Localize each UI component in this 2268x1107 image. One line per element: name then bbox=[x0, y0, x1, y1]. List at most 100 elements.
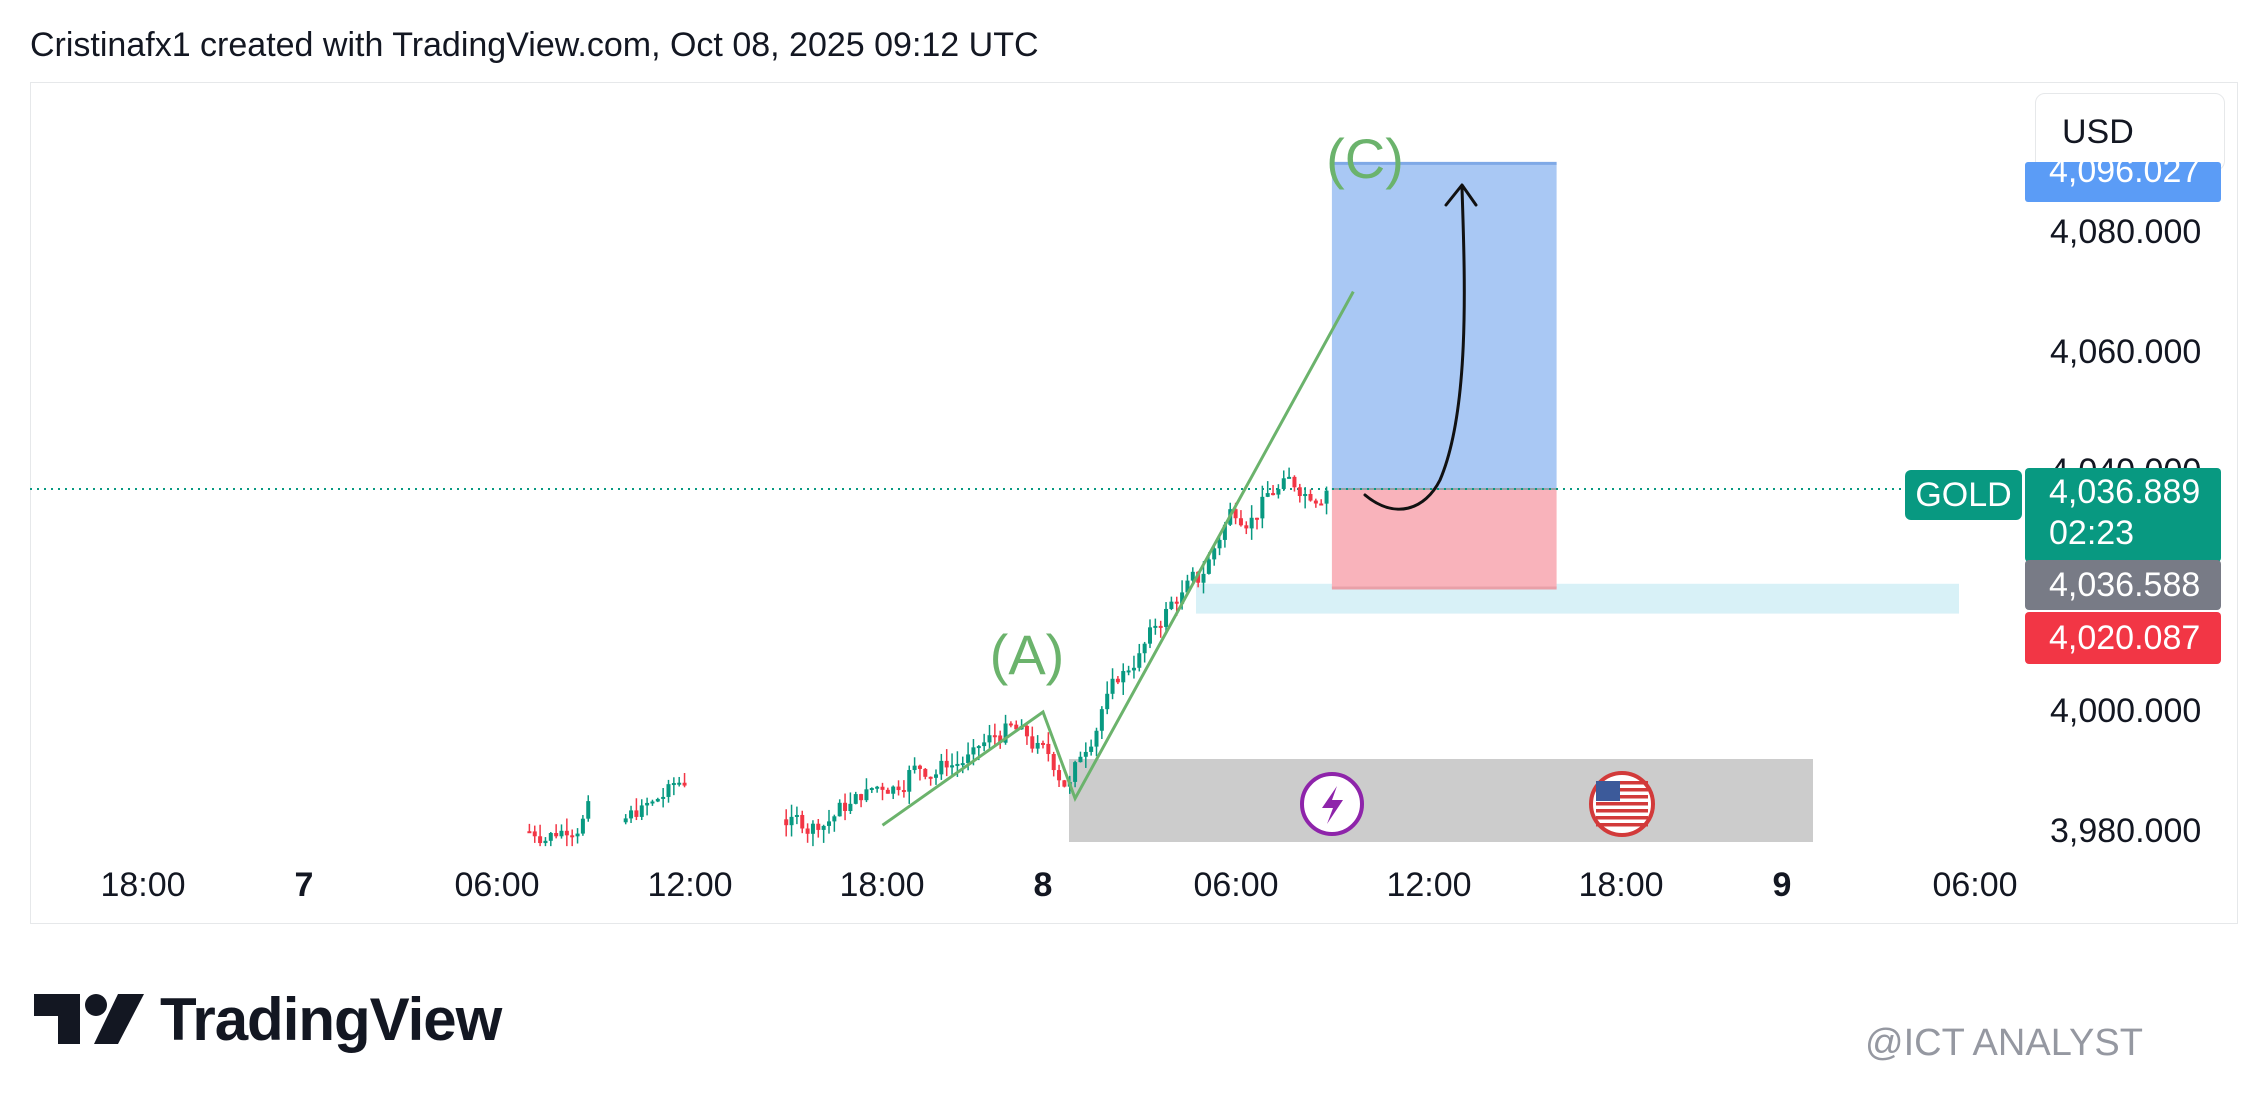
x-tick: 06:00 bbox=[1932, 866, 2018, 904]
chart-frame bbox=[30, 82, 2238, 924]
projection-arrow-head bbox=[1444, 183, 1478, 207]
candle-body bbox=[1148, 627, 1152, 644]
lightning-icon bbox=[1322, 786, 1343, 824]
y-tick-4080: 4,080.000 bbox=[2050, 213, 2202, 251]
candle-body bbox=[586, 801, 591, 819]
x-tick-day: 9 bbox=[1772, 866, 1792, 904]
candle-body bbox=[1057, 770, 1062, 781]
candle-body bbox=[1303, 493, 1308, 497]
candle-body bbox=[1073, 762, 1078, 782]
candle-body bbox=[1126, 670, 1131, 673]
candle-body bbox=[998, 735, 1003, 743]
candle-body bbox=[794, 814, 799, 817]
candle-body bbox=[859, 794, 864, 801]
candle-body bbox=[944, 760, 949, 768]
x-tick: 12:00 bbox=[647, 866, 733, 904]
candle-body bbox=[559, 830, 564, 837]
candle-body bbox=[869, 788, 874, 791]
stop-price-tag: 4,020.087 bbox=[2025, 612, 2221, 664]
candle-body bbox=[843, 802, 848, 811]
projection-arrow bbox=[1363, 186, 1466, 511]
candle-body bbox=[650, 801, 655, 804]
candle-body bbox=[1308, 493, 1313, 501]
candle-body bbox=[1222, 524, 1227, 540]
candle-body bbox=[1206, 559, 1211, 574]
candle-body bbox=[810, 823, 815, 834]
x-tick: 12:00 bbox=[1386, 866, 1472, 904]
candle-body bbox=[580, 818, 585, 834]
candle-body bbox=[923, 768, 928, 777]
last-price-tag: 4,036.889 02:23 bbox=[2025, 468, 2221, 562]
wave-line bbox=[881, 290, 1355, 827]
watermark: @ICT ANALYST bbox=[1865, 1022, 2143, 1064]
candle-body bbox=[1131, 667, 1136, 671]
candle-body bbox=[848, 803, 853, 811]
candle-body bbox=[629, 810, 634, 819]
candle-body bbox=[1014, 724, 1019, 730]
x-tick: 18:00 bbox=[100, 866, 186, 904]
candle-body bbox=[853, 794, 858, 804]
candle-body bbox=[645, 802, 650, 806]
candle-body bbox=[837, 802, 842, 817]
candle-body bbox=[1201, 573, 1206, 583]
candle-body bbox=[1180, 592, 1185, 604]
us-flag-stripe bbox=[1596, 781, 1648, 785]
candle-body bbox=[880, 786, 885, 790]
tradingview-logo[interactable]: TradingView bbox=[34, 985, 502, 1054]
candle-body bbox=[976, 746, 981, 749]
candle-body bbox=[832, 816, 837, 822]
candle-body bbox=[1255, 517, 1259, 520]
candle-body bbox=[1003, 723, 1008, 743]
candle-body bbox=[1142, 643, 1147, 654]
candle-body bbox=[661, 796, 666, 799]
candle-body bbox=[1281, 478, 1286, 490]
candle-body bbox=[1115, 678, 1120, 683]
candle-body bbox=[971, 747, 976, 755]
us-flag-stripe bbox=[1596, 823, 1648, 827]
candle-body bbox=[1233, 509, 1238, 519]
candle-body bbox=[1276, 489, 1281, 495]
candle-body bbox=[1024, 725, 1029, 737]
candle-body bbox=[623, 818, 628, 823]
candle-body bbox=[1313, 500, 1318, 504]
candle-body bbox=[564, 830, 569, 836]
candle-body bbox=[1062, 780, 1067, 787]
wave-label-a: (A) bbox=[989, 623, 1065, 686]
candle-body bbox=[1297, 487, 1302, 497]
candle-body bbox=[543, 840, 548, 844]
candle-body bbox=[950, 765, 955, 768]
candle-body bbox=[666, 784, 671, 797]
x-tick-day: 8 bbox=[1033, 866, 1053, 904]
candle-body bbox=[1238, 518, 1243, 526]
candle-body bbox=[917, 765, 922, 769]
candle-body bbox=[784, 819, 789, 826]
chart-header: Cristinafx1 created with TradingView.com… bbox=[30, 26, 1039, 64]
candle-body bbox=[1046, 743, 1051, 755]
candle-body bbox=[1035, 742, 1040, 749]
candle-body bbox=[1121, 671, 1126, 683]
us-flag-stripe bbox=[1596, 802, 1648, 806]
event-zone bbox=[1069, 759, 1813, 842]
candle-body bbox=[1174, 601, 1179, 604]
candle-body bbox=[1260, 496, 1265, 519]
candle-body bbox=[800, 814, 805, 829]
candle-body bbox=[1244, 525, 1249, 529]
candle-body bbox=[928, 776, 933, 779]
candle-body bbox=[1089, 746, 1094, 752]
us-flag-stripe bbox=[1596, 809, 1648, 813]
candle-body bbox=[805, 828, 810, 834]
candle-body bbox=[1265, 493, 1270, 497]
x-tick: 18:00 bbox=[1578, 866, 1664, 904]
candle-body bbox=[885, 789, 890, 794]
candle-body bbox=[934, 774, 938, 778]
candle-body bbox=[1158, 625, 1163, 628]
candle-body bbox=[1185, 580, 1190, 593]
y-tick-4000: 4,000.000 bbox=[2050, 692, 2202, 730]
currency-selector[interactable]: USD bbox=[2035, 93, 2225, 171]
candle-body bbox=[912, 765, 917, 771]
candle-body bbox=[634, 810, 639, 817]
candle-body bbox=[1271, 493, 1276, 496]
candle-body bbox=[548, 833, 553, 841]
candle-body bbox=[891, 786, 896, 794]
